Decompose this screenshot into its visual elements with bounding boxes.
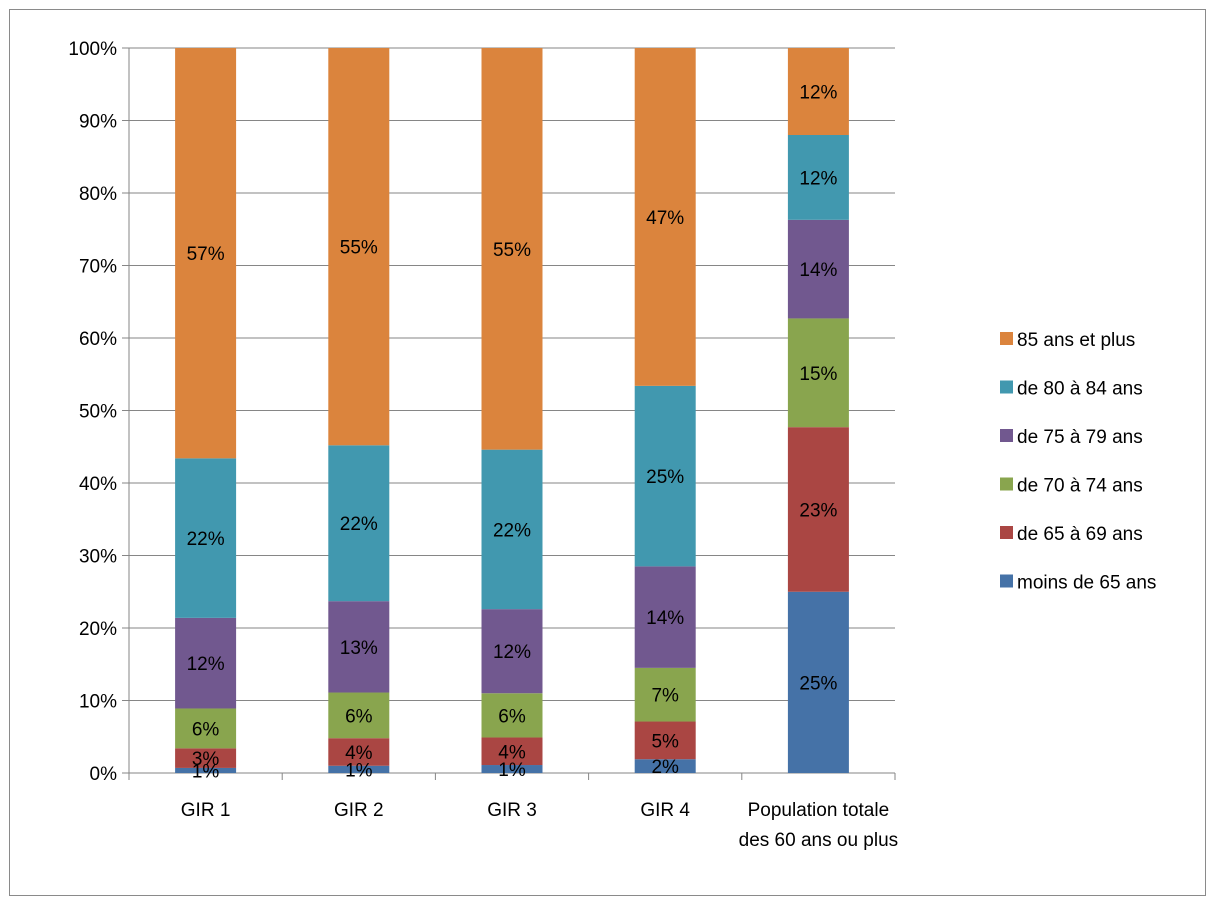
legend-swatch [1000,429,1013,442]
legend-swatch [1000,526,1013,539]
data-label: 57% [187,244,225,265]
data-label: 22% [340,514,378,535]
y-tick-label: 50% [79,402,117,423]
bar-segment [328,692,390,739]
data-label: 1% [192,761,220,782]
y-tick-label: 0% [90,764,118,785]
bar-segment [787,427,849,592]
legend-swatch [1000,380,1013,394]
data-label: 1% [345,760,373,781]
bar-segment [481,737,543,766]
bar-segment [175,617,237,709]
bar-segment [175,767,237,773]
data-label: 22% [493,520,531,541]
y-tick-label: 40% [79,474,117,495]
x-tick-label: GIR 4 [640,800,690,821]
bar-segment [634,385,696,567]
bar-segment [328,765,390,773]
legend-label: 85 ans et plus [1017,330,1135,351]
data-label: 12% [799,83,837,104]
data-label: 47% [646,208,684,229]
legend-label: de 80 à 84 ans [1017,379,1143,400]
x-tick-label: GIR 1 [181,800,231,821]
data-label: 12% [187,654,225,675]
data-label: 3% [192,749,220,770]
bar-segment [634,667,696,722]
bar-segment [481,693,543,738]
bar-segment [481,765,543,773]
data-label: 5% [651,731,679,752]
bar-segment [481,609,543,694]
legend-label: moins de 65 ans [1017,573,1156,594]
data-label: 7% [651,686,679,707]
x-tick-label: des 60 ans ou plus [739,830,899,851]
bar-segment [787,591,849,773]
data-label: 4% [345,743,373,764]
y-tick-label: 10% [79,692,117,713]
legend-swatch [1000,574,1013,588]
data-label: 6% [498,706,526,727]
data-label: 6% [192,719,220,740]
bar-segment [787,318,849,428]
data-label: 1% [498,760,526,781]
data-label: 55% [493,240,531,261]
bar-segment [175,48,237,459]
data-label: 23% [799,500,837,521]
bar-segment [481,449,543,610]
bar-segment [634,759,696,773]
data-label: 12% [799,168,837,189]
bar-segment [634,566,696,668]
y-tick-label: 20% [79,619,117,640]
data-label: 15% [799,364,837,385]
bar-segment [787,135,849,220]
data-label: 13% [340,638,378,659]
bar-segment [328,48,390,446]
y-tick-label: 80% [79,184,117,205]
bar-segment [787,48,849,135]
bar-segment [328,738,390,766]
x-tick-label: GIR 2 [334,800,384,821]
bar-segment [787,219,849,319]
data-label: 2% [651,757,679,778]
x-tick-label: GIR 3 [487,800,537,821]
legend-label: de 65 à 69 ans [1017,524,1143,545]
data-label: 14% [646,608,684,629]
legend-swatch [1000,477,1013,491]
legend-label: de 75 à 79 ans [1017,427,1143,448]
y-tick-label: 90% [79,112,117,133]
y-tick-label: 70% [79,257,117,278]
legend-swatch [1000,332,1013,345]
data-label: 4% [498,742,526,763]
data-label: 55% [340,238,378,259]
legend-label: de 70 à 74 ans [1017,476,1143,497]
y-tick-label: 100% [68,39,117,60]
bar-segment [328,601,390,693]
bar-segment [175,458,237,618]
data-label: 25% [646,467,684,488]
bar-segment [634,48,696,386]
bar-segment [175,748,237,768]
data-label: 6% [345,706,373,727]
data-label: 12% [493,642,531,663]
x-tick-label: Population totale [748,800,890,821]
y-tick-label: 60% [79,329,117,350]
bar-segment [175,708,237,749]
bar-segment [481,48,543,450]
bar-segment [634,721,696,760]
bar-segment [328,445,390,602]
data-label: 14% [799,260,837,281]
y-tick-label: 30% [79,547,117,568]
data-label: 22% [187,529,225,550]
data-label: 25% [799,673,837,694]
